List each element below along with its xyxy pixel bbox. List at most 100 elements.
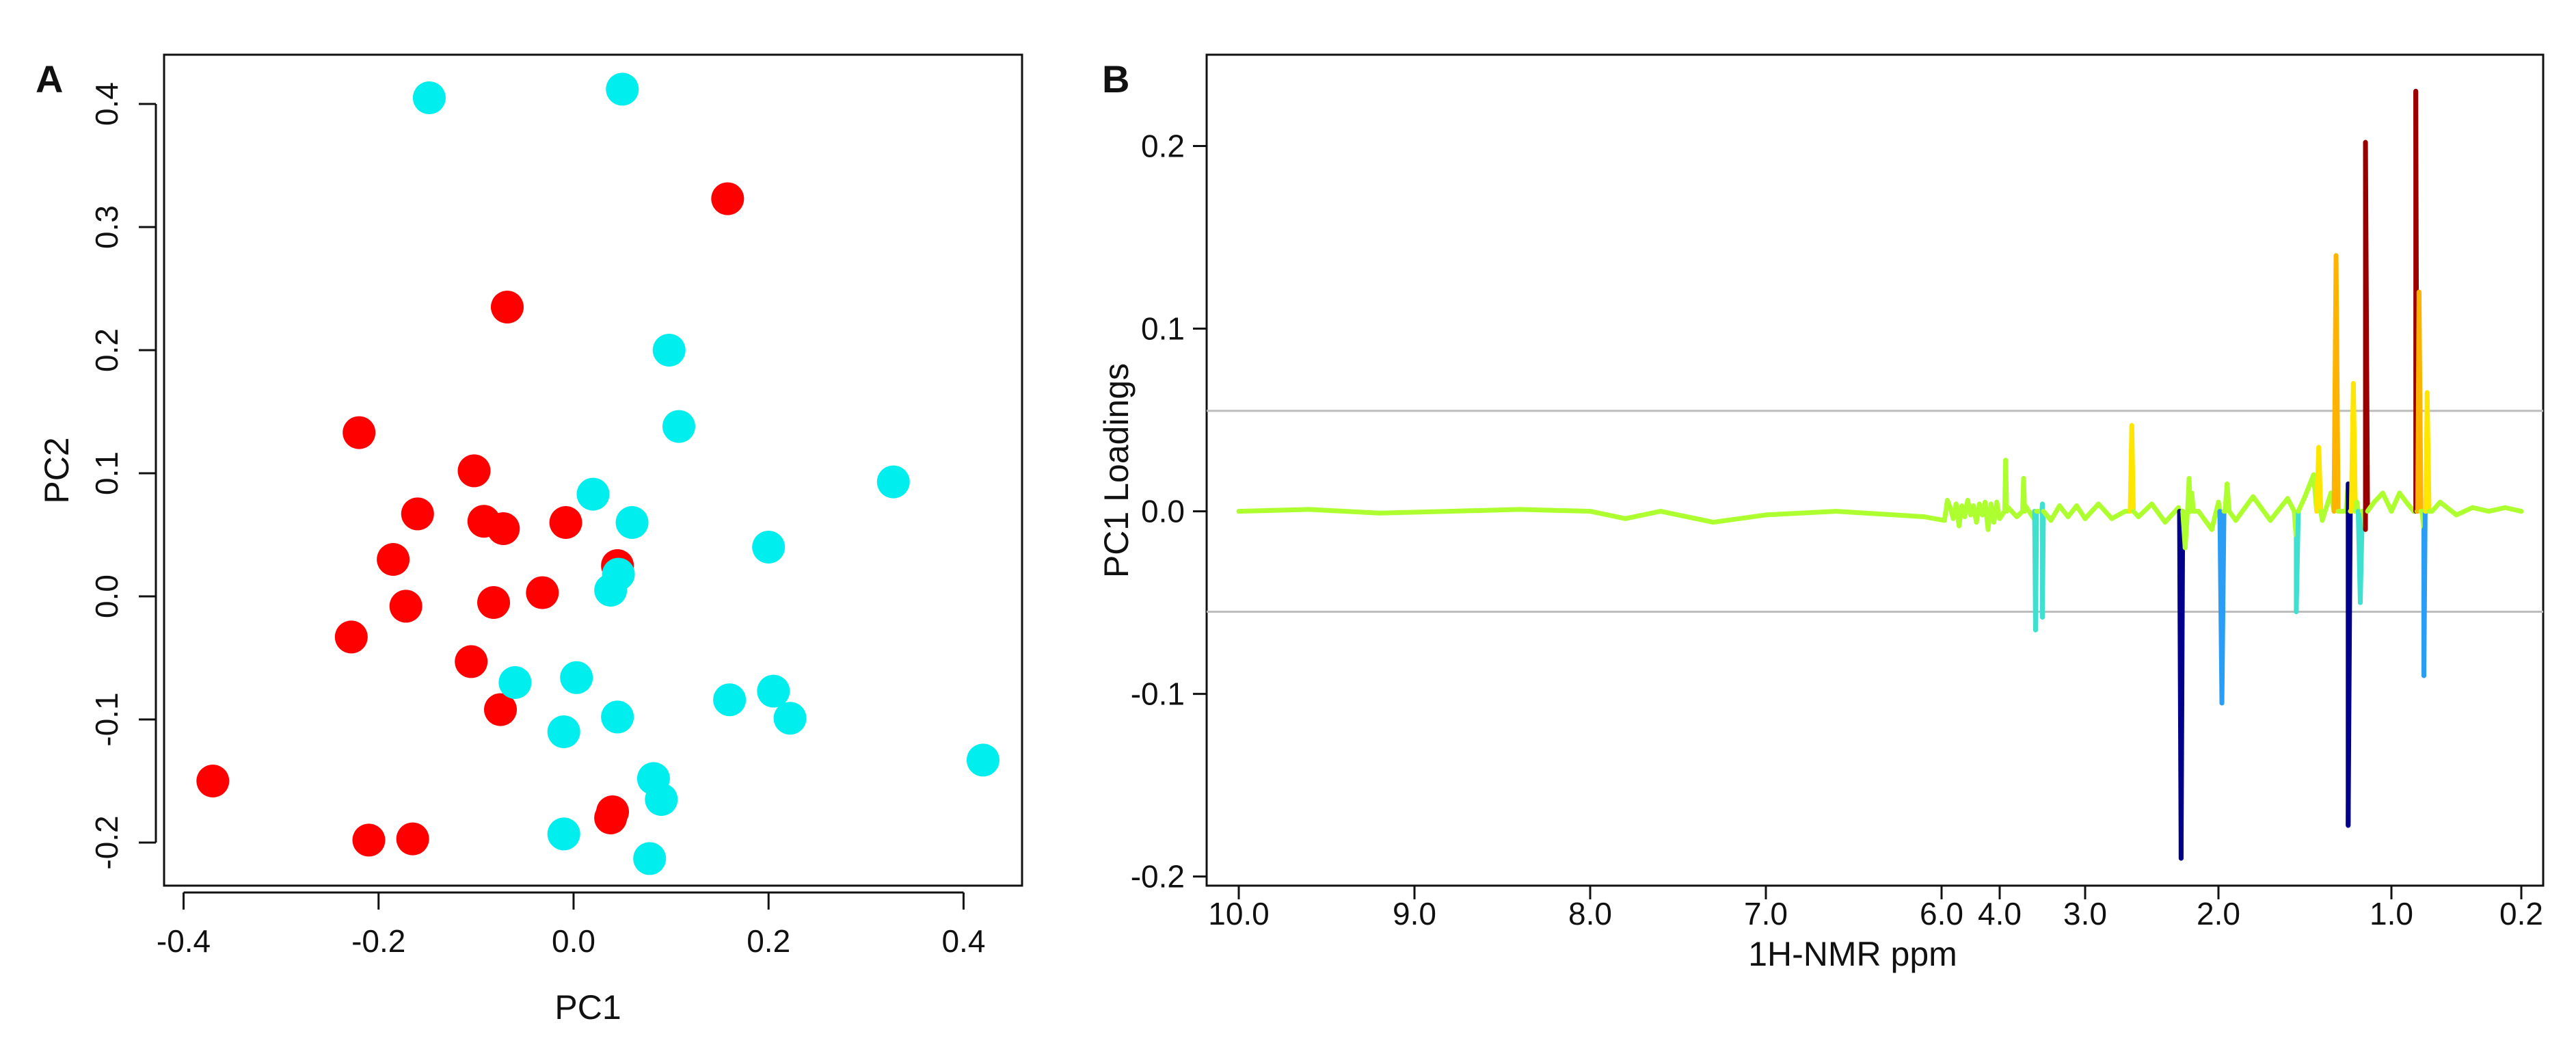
scatter-point <box>606 72 639 106</box>
scatter-point <box>596 795 630 828</box>
y-tick-label-a: 0.4 <box>89 82 124 126</box>
loading-segment <box>2136 501 2154 520</box>
scatter-point <box>602 557 635 591</box>
loading-segment <box>2389 490 2402 514</box>
loading-segment <box>2096 501 2115 521</box>
scatter-point <box>757 674 790 708</box>
y-tick-label-b: 0.2 <box>1141 129 1185 164</box>
y-tick-label-b: 0.1 <box>1141 311 1185 347</box>
x-axis-a: -0.4 -0.2 0.0 0.2 0.4 <box>157 891 985 959</box>
x-tick-label-a: 0.2 <box>747 923 790 959</box>
y-axis-b: -0.2 -0.1 0.0 0.1 0.2 <box>1131 129 1207 895</box>
loading-segment <box>1236 507 1312 514</box>
scatter-point <box>652 334 686 367</box>
loading-segment <box>2129 423 2136 514</box>
loading-segment <box>2285 496 2297 514</box>
scatter-point <box>645 783 678 816</box>
scatter-point <box>549 506 582 539</box>
x-tick-label-b: 4.0 <box>1978 896 2022 931</box>
panel-b-letter: B <box>1102 57 1129 101</box>
loading-segment <box>2421 509 2428 678</box>
x-tick-label-b: 8.0 <box>1568 896 1612 931</box>
loading-segment <box>2178 509 2186 861</box>
loading-segment <box>2424 390 2432 514</box>
scatter-point <box>455 645 488 678</box>
loading-segment <box>2470 505 2491 514</box>
scatter-point <box>547 715 580 748</box>
x-tick-label-b: 3.0 <box>2063 896 2107 931</box>
loading-segment <box>2333 253 2341 514</box>
scatter-point <box>615 506 649 539</box>
x-tick-label-b: 6.0 <box>1920 896 1963 931</box>
y-tick-label-a: 0.3 <box>89 205 124 249</box>
scatter-point <box>576 477 610 511</box>
scatter-point <box>662 410 695 443</box>
x-tick-label-a: -0.2 <box>351 923 405 959</box>
x-tick-label-b: 1.0 <box>2370 896 2413 931</box>
loading-segment <box>2082 501 2101 521</box>
loading-segment <box>1447 507 1522 514</box>
loading-segment <box>2233 494 2256 523</box>
loading-segment <box>2074 503 2088 521</box>
loadings-line <box>1236 88 2524 861</box>
x-tick-label-b: 0.2 <box>2499 896 2543 931</box>
y-tick-label-b: -0.2 <box>1131 859 1185 895</box>
x-axis-title-b: 1H-NMR ppm <box>1748 935 1957 973</box>
scatter-point <box>477 586 511 619</box>
loading-segment <box>2251 494 2273 523</box>
scatter-point <box>498 666 532 699</box>
scatter-point <box>389 590 422 623</box>
loading-segment <box>2182 509 2190 551</box>
x-tick-label-a: -0.4 <box>157 923 211 959</box>
scatter-point <box>196 765 230 797</box>
loading-segment <box>1377 509 1452 516</box>
loading-segment <box>2149 501 2168 525</box>
plot-frame-a <box>163 53 1023 887</box>
y-axis-title-a: PC2 <box>38 437 76 503</box>
loading-segment <box>2357 509 2365 605</box>
y-tick-label-b: 0.0 <box>1141 494 1185 529</box>
x-tick-label-b: 2.0 <box>2197 896 2240 931</box>
loading-segment <box>2296 494 2307 514</box>
loading-segment <box>2003 458 2009 514</box>
x-tick-label-b: 10.0 <box>1208 896 1270 931</box>
x-tick-label-a: 0.0 <box>552 923 595 959</box>
scatter-point <box>484 693 518 726</box>
threshold-lines <box>1207 410 2543 613</box>
loading-segment <box>2225 481 2232 514</box>
loading-segment <box>2346 509 2353 828</box>
scatter-point <box>491 291 524 323</box>
scatter-point <box>457 454 491 488</box>
scatter-point <box>401 497 434 531</box>
loading-segment <box>2109 509 2128 521</box>
loading-segment <box>1921 514 1947 523</box>
scatter-point <box>601 700 634 734</box>
loading-segment <box>1763 509 1839 518</box>
loading-segment <box>2196 509 2214 532</box>
loading-segment <box>2294 509 2301 614</box>
scatter-point <box>487 512 520 545</box>
loading-segment <box>2454 505 2476 518</box>
scatter-panel: A -0.4 -0.2 0.0 0.2 0.4 -0.2 -0.1 0.0 0.1 0.2 0.3… <box>36 53 1023 1027</box>
loading-segment <box>1306 507 1382 516</box>
y-tick-label-a: 0.0 <box>89 574 124 618</box>
loading-segment <box>2316 445 2324 514</box>
scatter-point <box>711 182 744 215</box>
loadings-panel: B 10.0 9.0 8.0 7.0 6.0 4.0 3.0 2.0 1.0 0.2 -0.2-0… <box>1097 53 2545 973</box>
loading-segment <box>2350 381 2358 514</box>
loading-segment <box>2219 509 2227 706</box>
loading-segment <box>2268 496 2290 523</box>
loading-segment <box>2189 490 2196 514</box>
scatter-point <box>343 416 376 449</box>
y-tick-label-a: 0.1 <box>89 451 124 495</box>
loading-segment <box>2162 505 2181 525</box>
y-axis-title-b: PC1 Loadings <box>1097 363 1136 578</box>
x-tick-label-b: 7.0 <box>1744 896 1788 931</box>
scatter-point <box>396 822 429 856</box>
scatter-point <box>526 576 559 609</box>
scatter-point <box>633 842 667 875</box>
scatter-point <box>773 702 807 735</box>
loading-segment <box>2380 490 2394 514</box>
loading-segment <box>2040 509 2046 620</box>
